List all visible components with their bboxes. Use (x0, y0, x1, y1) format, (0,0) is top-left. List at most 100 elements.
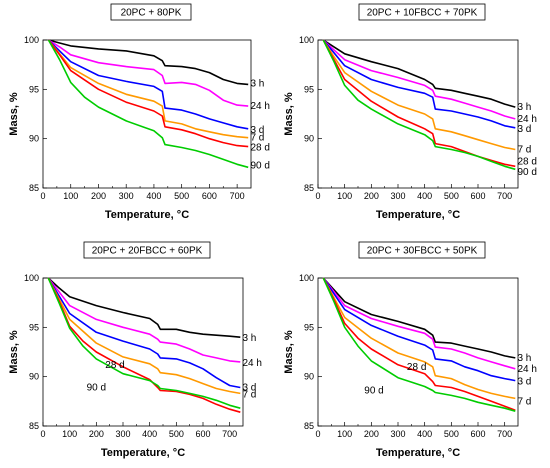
y-tick-label: 90 (304, 372, 314, 382)
y-tick-label: 90 (29, 134, 39, 144)
x-tick-label: 0 (315, 191, 320, 201)
y-tick-label: 95 (304, 322, 314, 332)
series-label-3-h: 3 h (517, 353, 531, 364)
y-tick-label: 95 (29, 84, 39, 94)
series-line-90-d (322, 39, 516, 171)
y-axis-label: Mass, % (8, 330, 20, 374)
series-label-3-d: 3 d (517, 124, 531, 135)
series-label-3-d: 3 d (242, 383, 256, 394)
x-tick-label: 0 (40, 429, 45, 439)
x-tick-label: 500 (169, 429, 184, 439)
series-line-7-d (322, 39, 516, 151)
y-tick-label: 85 (29, 183, 39, 193)
y-tick-label: 95 (29, 322, 39, 332)
panel-fbcc30: 20PC + 30FBCC + 50PK 0 100 200 300 400 500 600 7… (283, 241, 537, 459)
x-tick-label: 400 (417, 429, 432, 439)
x-tick-label: 400 (146, 191, 161, 201)
series-label-28-d: 28 d (250, 143, 269, 154)
x-tick-label: 700 (222, 429, 237, 439)
series-label-3-d: 3 d (250, 125, 264, 136)
x-tick-label: 400 (142, 429, 157, 439)
chart-title: 20PC + 20FBCC + 60PK (92, 246, 203, 257)
y-tick-label: 95 (304, 84, 314, 94)
series-line-90-d (322, 277, 516, 412)
title-box (110, 3, 192, 21)
series-label-28-d: 28 d (105, 360, 124, 371)
y-tick-label: 100 (24, 273, 39, 283)
series-line-90-d (47, 277, 241, 409)
series-line-7-d (322, 277, 516, 400)
y-tick-label: 85 (29, 421, 39, 431)
series-line-3-h (322, 39, 516, 108)
title-box (83, 241, 211, 259)
panel-pc80pk: 20PC + 80PK 0 100 200 300 400 500 600 700 85 90 95 1… (8, 3, 270, 221)
x-tick-label: 200 (91, 191, 106, 201)
x-tick-label: 700 (230, 191, 245, 201)
chart-title: 20PC + 10FBCC + 70PK (367, 8, 478, 19)
series-label-24-h: 24 h (517, 364, 536, 375)
series-label-90-d: 90 d (517, 167, 536, 178)
series-line-3-d (47, 277, 241, 389)
x-tick-label: 600 (202, 191, 217, 201)
x-tick-label: 100 (63, 191, 78, 201)
x-tick-label: 100 (337, 429, 352, 439)
title-box (358, 241, 486, 259)
series-label-90-d: 90 d (87, 383, 106, 394)
x-tick-label: 100 (337, 191, 352, 201)
series-line-3-d (47, 39, 249, 130)
x-axis-label: Temperature, °C (101, 447, 185, 459)
chart-title: 20PC + 80PK (121, 8, 182, 19)
x-tick-label: 300 (390, 429, 405, 439)
series-line-28-d (322, 39, 516, 168)
x-tick-label: 200 (364, 429, 379, 439)
y-tick-label: 100 (299, 273, 314, 283)
y-axis-label: Mass, % (283, 92, 295, 136)
panel-fbcc20: 20PC + 20FBCC + 60PK 0 100 200 300 400 500 600 7… (8, 241, 262, 459)
series-label-7-d: 7 d (517, 396, 531, 407)
plot-frame (317, 277, 519, 427)
series-line-3-h (48, 39, 249, 86)
x-tick-label: 0 (40, 191, 45, 201)
x-axis-label: Temperature, °C (376, 447, 460, 459)
x-tick-label: 600 (470, 429, 485, 439)
x-tick-label: 500 (174, 191, 189, 201)
series-line-7-d (47, 277, 241, 395)
series-line-24-h (47, 277, 241, 363)
y-tick-label: 85 (304, 183, 314, 193)
series-label-7-d: 7 d (517, 145, 531, 156)
series-line-24-h (322, 39, 516, 120)
x-tick-label: 500 (444, 429, 459, 439)
y-axis-label: Mass, % (283, 330, 295, 374)
series-label-7-d: 7 d (250, 133, 264, 144)
x-tick-label: 500 (444, 191, 459, 201)
series-label-24-h: 24 h (517, 114, 536, 125)
series-label-90-d: 90 d (364, 385, 383, 396)
series-label-3-h: 3 h (250, 78, 264, 89)
panel-fbcc10: 20PC + 10FBCC + 70PK 0 100 200 300 400 500 600 7… (283, 3, 537, 221)
series-label-28-d: 28 d (517, 156, 536, 167)
x-tick-label: 700 (497, 429, 512, 439)
chart-title: 20PC + 30FBCC + 50PK (367, 246, 478, 257)
series-label-24-h: 24 h (250, 101, 269, 112)
x-tick-label: 700 (497, 191, 512, 201)
x-axis-label: Temperature, °C (376, 209, 460, 221)
series-label-28-d: 28 d (407, 362, 426, 373)
x-tick-label: 600 (470, 191, 485, 201)
series-line-28-d (47, 39, 249, 148)
series-line-28-d (322, 277, 516, 411)
series-line-28-d (47, 277, 241, 413)
y-tick-label: 90 (29, 372, 39, 382)
series-line-90-d (47, 39, 249, 169)
x-tick-label: 0 (315, 429, 320, 439)
plot-frame (42, 39, 252, 189)
series-label-3-h: 3 h (517, 102, 531, 113)
y-tick-label: 100 (24, 35, 39, 45)
x-tick-label: 600 (195, 429, 210, 439)
title-box (358, 3, 486, 21)
x-tick-label: 200 (364, 191, 379, 201)
series-label-90-d: 90 d (250, 160, 269, 171)
x-axis-label: Temperature, °C (105, 209, 189, 221)
series-line-3-d (322, 277, 516, 382)
y-axis-label: Mass, % (8, 92, 20, 136)
